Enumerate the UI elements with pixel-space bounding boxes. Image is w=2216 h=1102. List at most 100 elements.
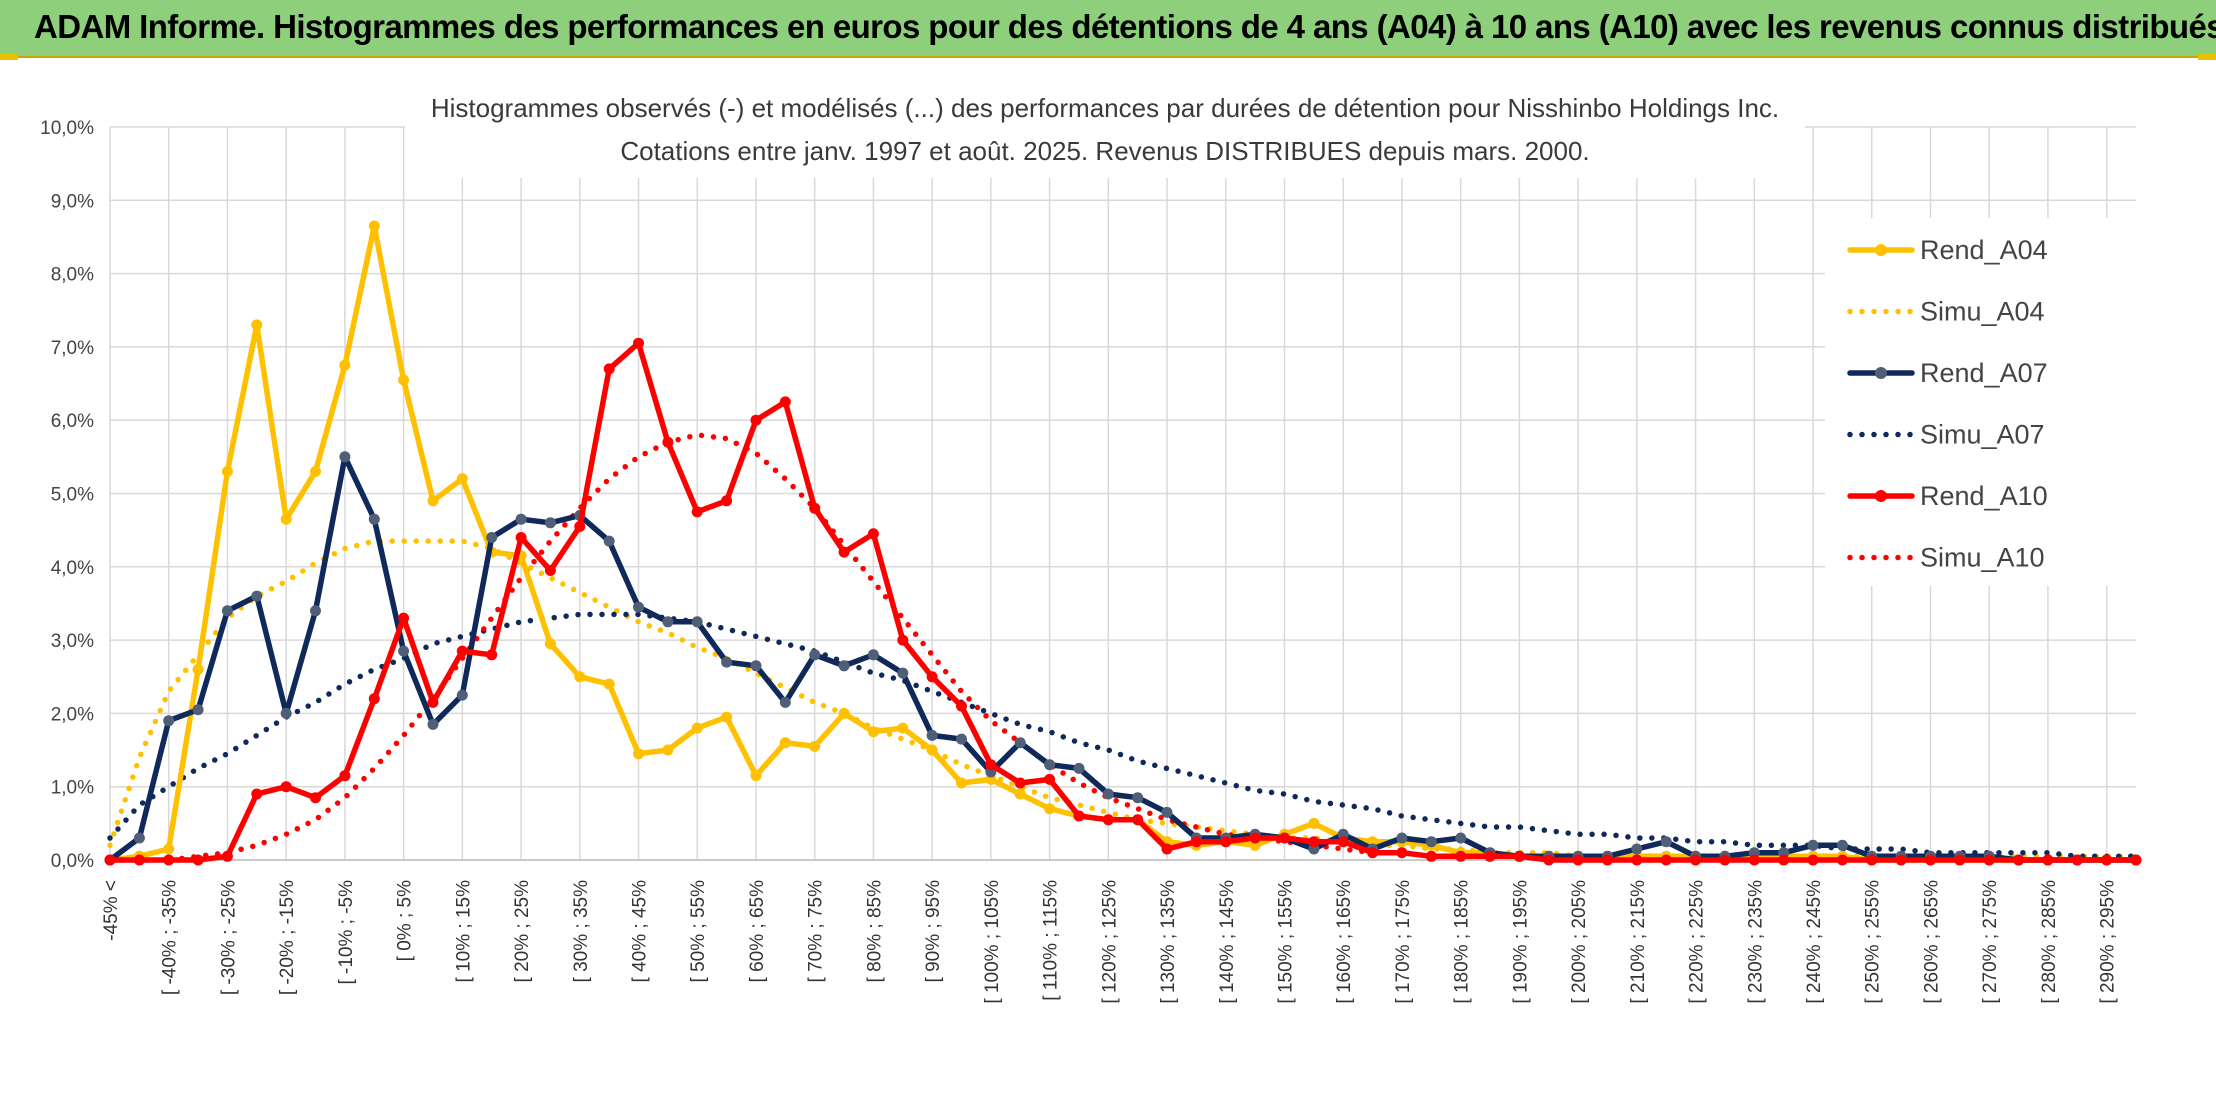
data-point bbox=[1132, 814, 1144, 826]
data-point bbox=[897, 722, 909, 734]
data-point bbox=[1249, 832, 1261, 844]
data-point bbox=[1396, 847, 1408, 859]
x-tick-label: -45% < bbox=[101, 880, 122, 941]
data-point bbox=[1602, 854, 1613, 866]
data-point bbox=[721, 495, 733, 507]
data-point bbox=[956, 777, 967, 789]
data-point bbox=[192, 854, 204, 866]
data-point bbox=[926, 744, 938, 756]
data-point bbox=[1161, 806, 1173, 818]
data-point bbox=[310, 792, 321, 804]
data-point bbox=[427, 495, 439, 507]
chart-title: Histogrammes observés (-) et modélisés (… bbox=[431, 93, 1779, 123]
data-point bbox=[838, 660, 850, 672]
y-tick-label: 1,0% bbox=[51, 778, 94, 799]
x-tick-label: [ 50% ; 55% bbox=[688, 880, 709, 983]
data-point bbox=[750, 770, 762, 782]
data-point bbox=[544, 517, 556, 529]
data-point bbox=[838, 546, 850, 558]
data-point bbox=[1836, 854, 1848, 866]
histogram-chart: 0,0% 1,0% 2,0% 3,0% 4,0% 5,0% 6,0% 7,0% 8,0% 9,0%… bbox=[40, 82, 2155, 1004]
data-point bbox=[691, 722, 703, 734]
corner-accent-left bbox=[0, 54, 18, 60]
data-point bbox=[456, 689, 468, 701]
x-tick-label: [ 120% ; 125% bbox=[1099, 880, 1120, 1004]
data-point bbox=[2130, 854, 2142, 866]
data-point bbox=[603, 678, 615, 690]
data-point bbox=[1014, 788, 1026, 800]
legend-label: Rend_A10 bbox=[1920, 481, 2048, 511]
data-point bbox=[867, 649, 879, 661]
chart-subtitle: Cotations entre janv. 1997 et août. 2025… bbox=[620, 136, 1589, 166]
x-tick-label: [ 160% ; 165% bbox=[1334, 880, 1355, 1004]
series-line-simu-a04 bbox=[107, 538, 2139, 860]
data-point bbox=[251, 788, 263, 800]
data-point bbox=[809, 649, 821, 661]
x-tick-label: [ 290% ; 295% bbox=[2098, 880, 2119, 1004]
x-tick-label: [ 230% ; 235% bbox=[1745, 880, 1766, 1004]
data-point bbox=[1073, 762, 1085, 774]
y-tick-label: 7,0% bbox=[51, 338, 94, 359]
data-point bbox=[867, 726, 879, 738]
data-point bbox=[867, 528, 879, 540]
data-point bbox=[1983, 854, 1995, 866]
data-point bbox=[163, 854, 175, 866]
x-tick-label: [ 110% ; 115% bbox=[1041, 880, 1062, 1001]
series-line-rend-a07 bbox=[107, 454, 2139, 863]
y-tick-label: 10,0% bbox=[40, 118, 94, 139]
report-header: ADAM Informe. Histogrammes des performan… bbox=[0, 0, 2216, 58]
data-point bbox=[398, 374, 410, 386]
data-point bbox=[221, 850, 233, 862]
data-point bbox=[1102, 788, 1114, 800]
data-point bbox=[809, 740, 821, 752]
data-point bbox=[1954, 854, 1966, 866]
data-point bbox=[926, 729, 938, 741]
data-point bbox=[1337, 836, 1349, 848]
data-point bbox=[897, 634, 909, 646]
data-point bbox=[1014, 737, 1026, 749]
data-point bbox=[368, 513, 380, 525]
x-tick-label: [ 260% ; 265% bbox=[1921, 880, 1942, 1004]
data-point bbox=[1572, 854, 1584, 866]
data-point bbox=[1455, 832, 1467, 844]
legend-label: Rend_A04 bbox=[1920, 235, 2048, 265]
data-point bbox=[1396, 832, 1408, 844]
data-point bbox=[574, 521, 586, 532]
y-axis: 0,0% 1,0% 2,0% 3,0% 4,0% 5,0% 6,0% 7,0% 8,0% 9,0%… bbox=[40, 118, 94, 872]
data-point bbox=[368, 220, 380, 232]
data-point bbox=[192, 704, 204, 716]
data-point bbox=[544, 565, 556, 576]
data-point bbox=[163, 715, 175, 727]
data-point bbox=[1719, 854, 1731, 866]
data-point bbox=[721, 656, 733, 668]
data-point bbox=[192, 663, 204, 675]
data-point bbox=[1308, 836, 1320, 848]
x-tick-label: [ 0% ; 5% bbox=[395, 880, 416, 961]
report-title: ADAM Informe. Histogrammes des performan… bbox=[34, 8, 2216, 45]
data-point bbox=[1425, 850, 1437, 862]
data-point bbox=[691, 506, 703, 518]
x-tick-label: [ 210% ; 215% bbox=[1628, 880, 1649, 1004]
data-point bbox=[1044, 803, 1056, 815]
data-point bbox=[1543, 854, 1555, 866]
data-point bbox=[2071, 854, 2083, 866]
data-point bbox=[1660, 854, 1672, 866]
data-point bbox=[1367, 847, 1379, 859]
data-point bbox=[1895, 854, 1907, 866]
data-point bbox=[1748, 854, 1760, 866]
data-point bbox=[339, 359, 351, 371]
chart-title-group: Histogrammes observés (-) et modélisés (… bbox=[405, 82, 1805, 178]
data-point bbox=[221, 605, 233, 617]
data-point bbox=[133, 832, 145, 844]
y-tick-label: 0,0% bbox=[51, 851, 94, 872]
data-point bbox=[1425, 836, 1437, 848]
x-tick-label: [ -30% ; -25% bbox=[218, 880, 239, 995]
data-point bbox=[1073, 810, 1085, 822]
x-axis: -45% < [ -40% ; -35% [ -30% ; -25% [ -20% ;… bbox=[101, 880, 2119, 1004]
y-tick-label: 4,0% bbox=[51, 558, 94, 579]
data-point bbox=[1279, 832, 1290, 844]
legend-marker bbox=[1875, 244, 1887, 256]
data-point bbox=[1660, 836, 1672, 848]
data-point bbox=[427, 696, 439, 708]
